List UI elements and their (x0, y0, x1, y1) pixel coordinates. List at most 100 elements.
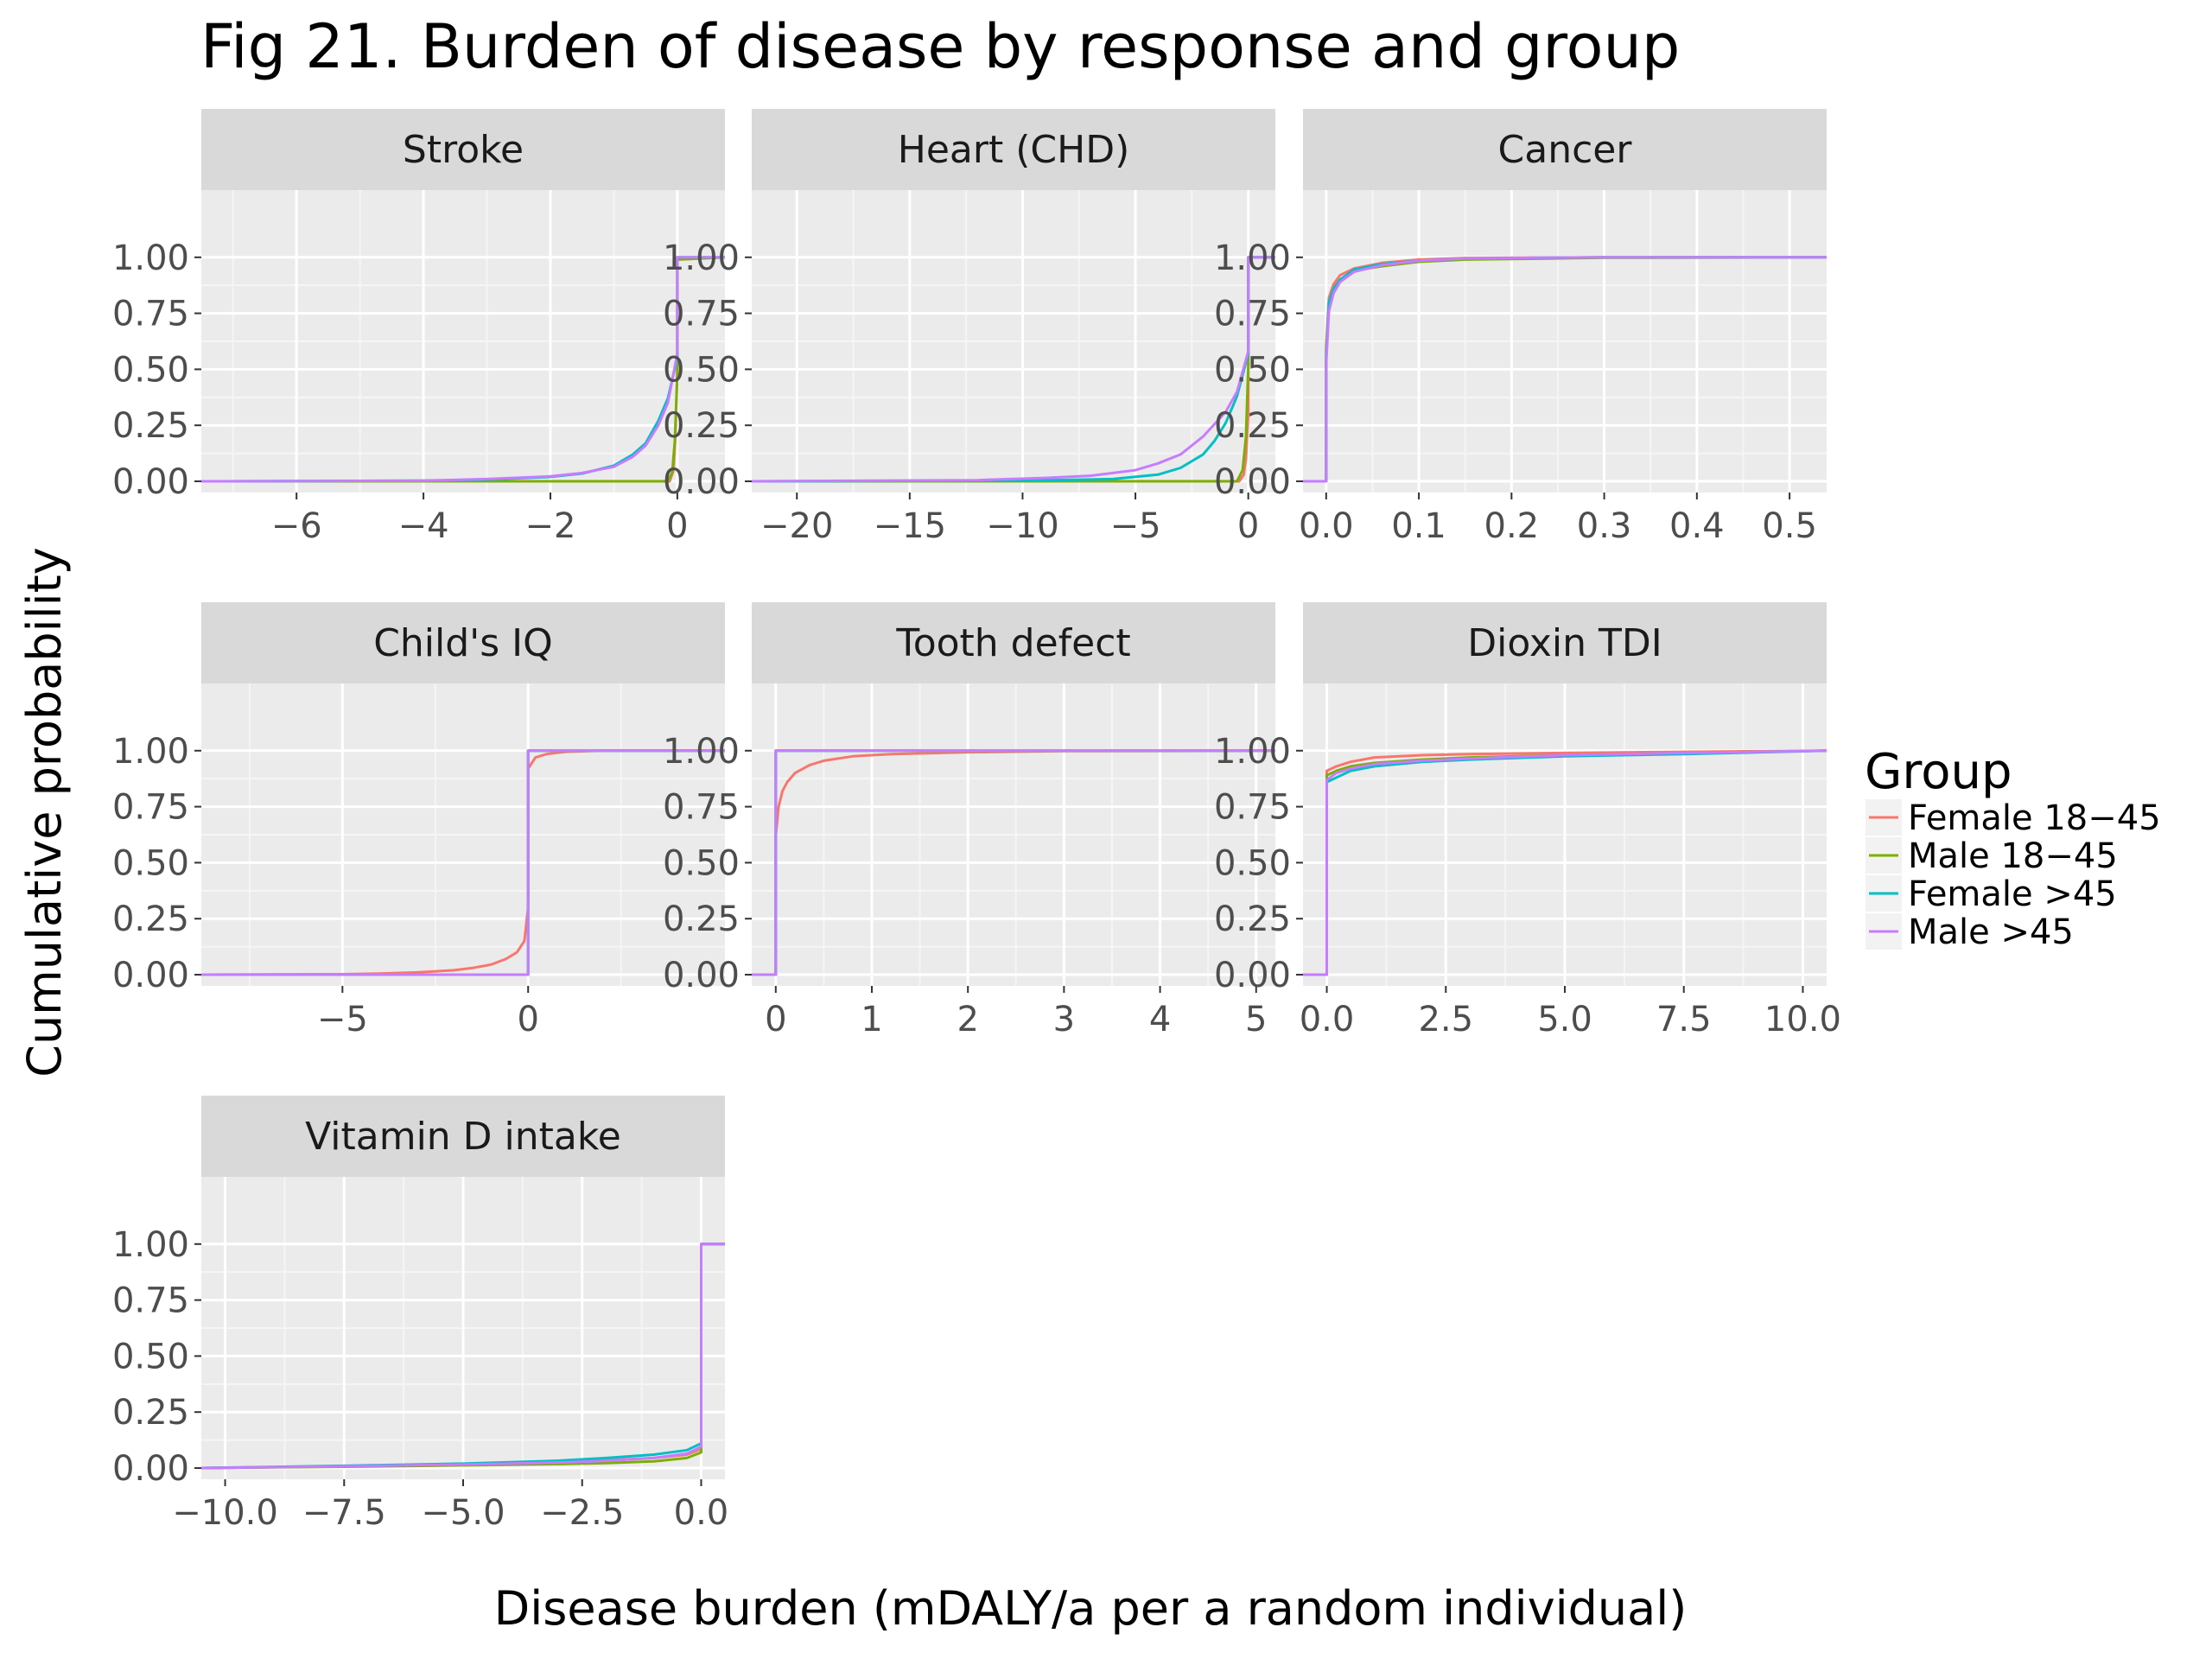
strip-dioxin-tdi (1303, 602, 1827, 683)
y-tick-label: 0.00 (112, 956, 189, 995)
figure-title: Fig 21. Burden of disease by response an… (200, 11, 1680, 82)
y-tick-label: 0.00 (112, 462, 189, 502)
series-lines-child-s-iq (201, 749, 725, 976)
panel-heart-chd: Heart (CHD) 0.00 0.25 0.50 0.75 1.00 −20 −15 −10… (663, 109, 1275, 546)
series-line-dioxin-tdi-male-45 (1303, 749, 1827, 976)
y-tick-label: 0.00 (1214, 956, 1291, 995)
series-lines-tooth-defect (752, 749, 1275, 976)
legend-title: Group (1865, 744, 2012, 800)
panel-stroke: Stroke 0.00 0.25 0.50 0.75 1.00 −6 −4 −2 0 (112, 109, 725, 546)
panel-child-s-iq: Child's IQ 0.00 0.25 0.50 0.75 1.00 −5 0 (112, 602, 725, 1039)
legend-item-female-18-45: Female 18−45 (1864, 798, 2161, 838)
y-tick-label: 0.00 (663, 462, 740, 502)
x-tick-label: 7.5 (1656, 1000, 1712, 1039)
strip-label-heart-chd: Heart (CHD) (898, 128, 1129, 172)
gridlines-stroke (201, 190, 725, 493)
x-tick-label: 0 (666, 506, 688, 546)
gridlines-heart-chd (752, 190, 1275, 493)
x-tick-label: −10 (986, 506, 1058, 546)
x-tick-label: 0.3 (1577, 506, 1632, 546)
series-line-heart-chd-male-45 (752, 256, 1275, 483)
x-tick-label: −10.0 (172, 1493, 278, 1533)
y-tick-label: 0.75 (663, 788, 740, 828)
y-tick-label: 1.00 (1214, 732, 1291, 772)
y-tick-label: 0.50 (1214, 843, 1291, 883)
y-tick-label: 0.75 (112, 788, 189, 828)
strip-heart-chd (752, 109, 1275, 190)
y-tick-label: 0.75 (112, 1281, 189, 1321)
x-tick-label: 0.0 (1299, 506, 1354, 546)
legend-item-female-45: Female >45 (1864, 874, 2117, 914)
strip-label-dioxin-tdi: Dioxin TDI (1467, 621, 1662, 665)
y-tick-label: 1.00 (1214, 238, 1291, 278)
legend-label: Female 18−45 (1908, 798, 2161, 838)
x-tick-label: −7.5 (302, 1493, 386, 1533)
x-tick-label: 0.5 (1762, 506, 1817, 546)
y-tick-label: 0.25 (1214, 406, 1291, 446)
y-tick-label: 0.25 (663, 406, 740, 446)
y-axis-title: Cumulative probability (17, 547, 72, 1077)
legend-item-male-45: Male >45 (1864, 912, 2074, 952)
gridlines-cancer (1303, 190, 1827, 493)
strip-label-tooth-defect: Tooth defect (895, 621, 1130, 665)
y-tick-label: 0.75 (112, 295, 189, 334)
y-tick-label: 0.50 (1214, 350, 1291, 390)
strip-cancer (1303, 109, 1827, 190)
series-line-child-s-iq-male-45 (201, 749, 725, 976)
x-tick-label: −4 (398, 506, 449, 546)
series-lines-vitamin-d-intake (201, 1243, 725, 1470)
x-tick-label: 10.0 (1764, 1000, 1841, 1039)
gridlines-vitamin-d-intake (201, 1177, 725, 1479)
x-tick-label: −5 (317, 1000, 368, 1039)
legend-item-male-18-45: Male 18−45 (1864, 836, 2118, 876)
panel-tooth-defect: Tooth defect 0.00 0.25 0.50 0.75 1.00 0 1 2 3 4 5 (663, 602, 1275, 1039)
x-tick-label: 5 (1245, 1000, 1267, 1039)
gridlines-tooth-defect (752, 683, 1275, 986)
y-tick-label: 0.75 (663, 295, 740, 334)
y-tick-label: 1.00 (663, 238, 740, 278)
x-tick-label: 0 (517, 1000, 538, 1039)
x-tick-label: 5.0 (1537, 1000, 1592, 1039)
x-tick-label: 0.2 (1484, 506, 1540, 546)
strip-label-child-s-iq: Child's IQ (373, 621, 553, 665)
strip-child-s-iq (201, 602, 725, 683)
x-tick-label: −20 (760, 506, 833, 546)
y-tick-label: 0.25 (1214, 899, 1291, 939)
series-lines-dioxin-tdi (1303, 749, 1827, 976)
x-tick-label: 2 (957, 1000, 978, 1039)
x-tick-label: −2 (525, 506, 576, 546)
strip-label-stroke: Stroke (403, 128, 524, 172)
x-tick-label: 0 (1237, 506, 1259, 546)
panel-dioxin-tdi: Dioxin TDI 0.00 0.25 0.50 0.75 1.00 0.0 2.5 5.0 7… (1214, 602, 1841, 1039)
y-tick-label: 0.25 (112, 1393, 189, 1433)
y-tick-label: 1.00 (112, 238, 189, 278)
x-tick-label: −2.5 (540, 1493, 624, 1533)
y-tick-label: 0.25 (663, 899, 740, 939)
x-tick-label: 0.4 (1669, 506, 1725, 546)
x-tick-label: 0.1 (1391, 506, 1446, 546)
legend-label: Male >45 (1908, 912, 2074, 952)
y-tick-label: 0.50 (663, 843, 740, 883)
x-tick-label: 4 (1149, 1000, 1171, 1039)
x-tick-label: −15 (874, 506, 946, 546)
x-tick-label: 3 (1053, 1000, 1075, 1039)
x-tick-label: −5 (1110, 506, 1161, 546)
y-tick-label: 0.75 (1214, 788, 1291, 828)
series-lines-stroke (201, 256, 725, 483)
y-tick-label: 1.00 (663, 732, 740, 772)
series-line-cancer-male-45 (1303, 256, 1827, 483)
strip-label-cancer: Cancer (1498, 128, 1633, 172)
y-tick-label: 0.50 (663, 350, 740, 390)
x-tick-label: 0.0 (1300, 1000, 1355, 1039)
panel-vitamin-d-intake: Vitamin D intake 0.00 0.25 0.50 0.75 1.00 −10.… (112, 1096, 728, 1533)
y-tick-label: 0.00 (1214, 462, 1291, 502)
y-tick-label: 0.50 (112, 1337, 189, 1376)
strip-label-vitamin-d-intake: Vitamin D intake (305, 1115, 621, 1159)
x-tick-label: −6 (271, 506, 322, 546)
series-line-stroke-male-45 (201, 256, 725, 483)
legend-label: Female >45 (1908, 874, 2117, 914)
y-tick-label: 0.75 (1214, 295, 1291, 334)
series-line-tooth-defect-male-45 (752, 749, 1275, 976)
